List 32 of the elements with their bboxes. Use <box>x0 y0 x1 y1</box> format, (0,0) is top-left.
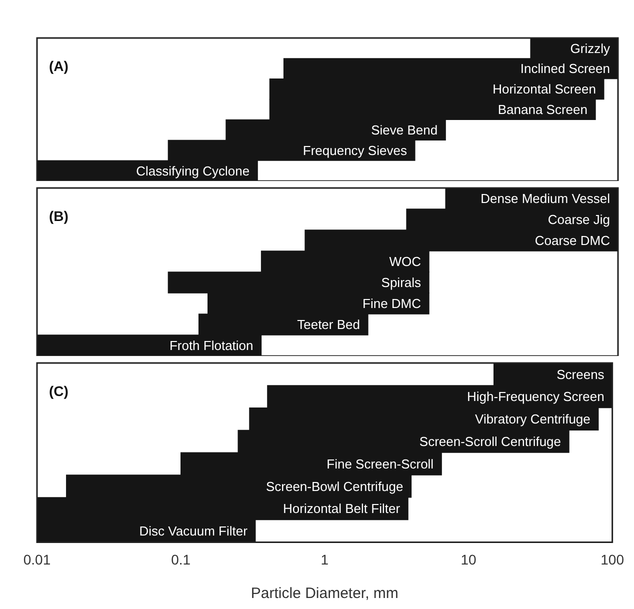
category-label: Coarse DMC <box>534 233 610 248</box>
category-label: Inclined Screen <box>520 61 610 76</box>
category-label: Screen-Scroll Centrifuge <box>419 434 562 449</box>
category-label: Frequency Sieves <box>302 142 407 158</box>
category-label: Teeter Bed <box>297 317 360 332</box>
x-tick-label: 10 <box>460 551 476 568</box>
category-label: Screen-Bowl Centrifuge <box>266 478 404 494</box>
category-label: WOC <box>389 254 422 270</box>
x-tick-label: 0.01 <box>23 551 51 568</box>
category-label: Spirals <box>381 275 422 290</box>
category-label: Horizontal Belt Filter <box>283 501 400 516</box>
x-tick-label: 0.1 <box>171 551 191 568</box>
category-label: Coarse Jig <box>548 212 610 228</box>
category-label: Dense Medium Vessel <box>480 191 610 206</box>
x-tick-label: 1 <box>320 551 329 568</box>
category-label: Screens <box>556 366 604 382</box>
category-label: Grizzly <box>570 40 610 56</box>
category-label: Fine DMC <box>362 296 422 312</box>
x-axis-title: Particle Diameter, mm <box>250 585 398 602</box>
category-label: High-Frequency Screen <box>467 389 604 404</box>
text: (C) <box>49 382 68 399</box>
category-label: Disc Vacuum Filter <box>139 524 248 539</box>
category-label: Classifying Cyclone <box>136 163 250 178</box>
text: (B) <box>49 208 68 224</box>
category-label: Froth Flotation <box>169 338 254 354</box>
category-label: Sieve Bend <box>371 122 438 138</box>
category-label: Vibratory Centrifuge <box>475 412 590 427</box>
text: (A) <box>49 58 68 74</box>
category-label: Fine Screen-Scroll <box>326 456 434 472</box>
category-label: Horizontal Screen <box>492 82 596 97</box>
x-tick-label: 100 <box>600 551 624 568</box>
category-label: Banana Screen <box>498 102 588 118</box>
